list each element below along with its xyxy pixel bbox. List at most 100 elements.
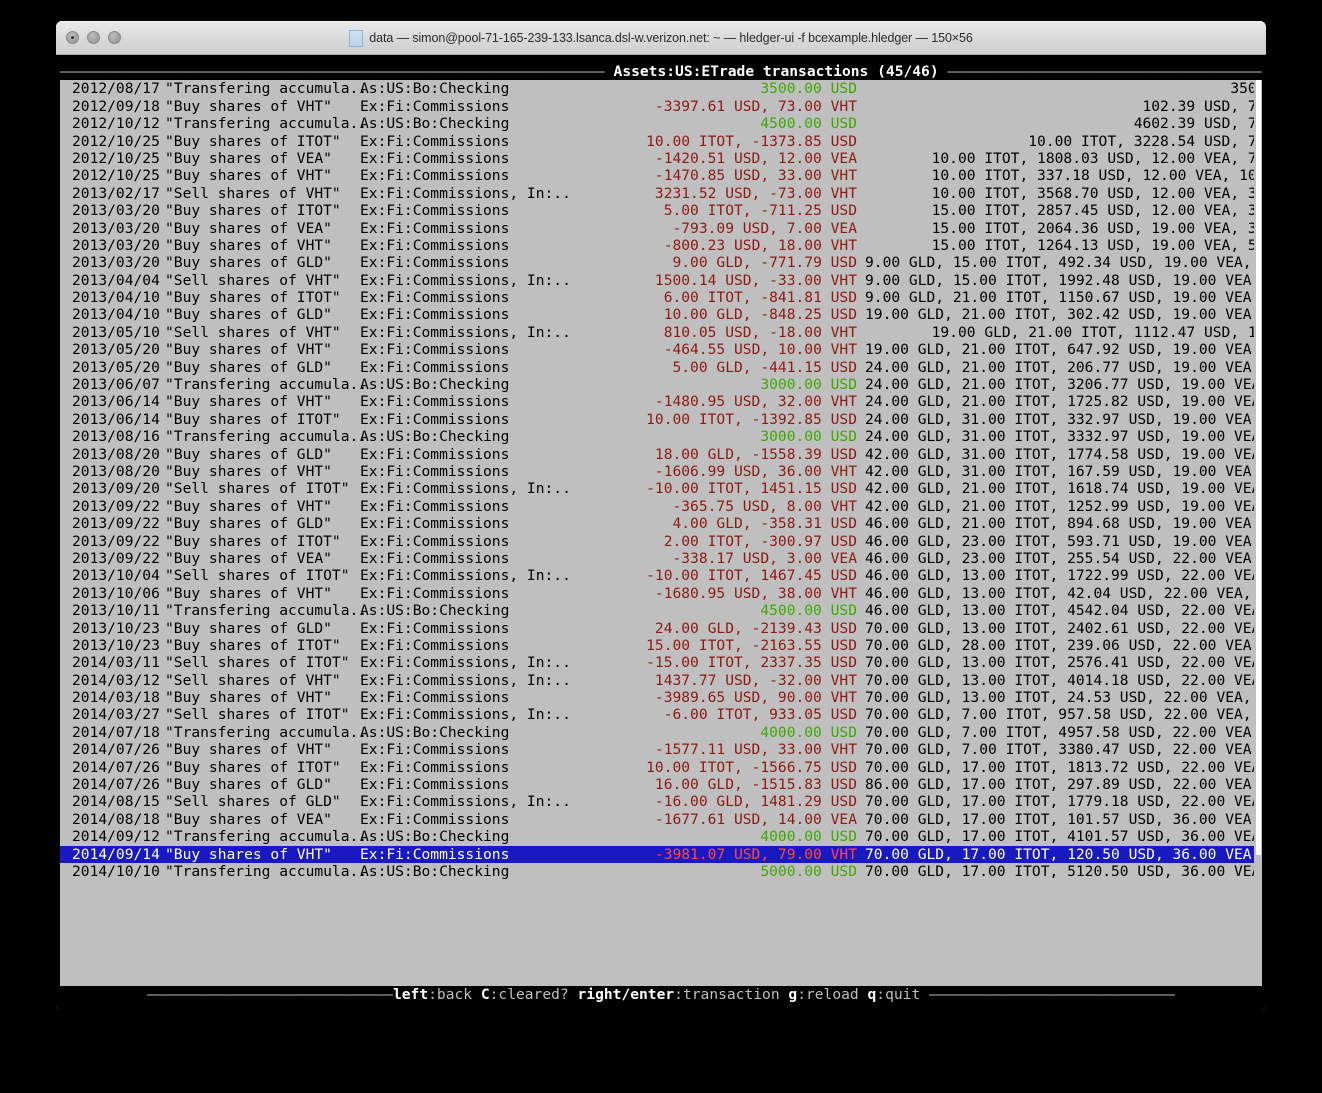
transaction-description: "Buy shares of VHT" (165, 497, 332, 515)
transaction-row[interactable]: 2014/07/18 "Transfering accumula..As:US:B… (60, 724, 1254, 741)
transaction-amount: -464.55 USD, 10.00 VHT (663, 341, 857, 359)
transaction-row[interactable]: 2012/10/25 "Buy shares of VEA" Ex:Fi:Commi… (60, 150, 1254, 167)
transaction-date: 2013/05/20 (72, 358, 160, 376)
transaction-row[interactable]: 2013/03/20 "Buy shares of VEA" Ex:Fi:Commi… (60, 220, 1254, 237)
transaction-account: Ex:Fi:Commissions (360, 497, 510, 515)
transaction-date: 2013/09/22 (72, 549, 160, 567)
transaction-balance: 70.00 GLD, 17.00 ITOT, 120.50 USD, 36.00… (865, 845, 1254, 863)
transaction-balance: 15.00 ITOT, 2857.45 USD, 12.00 VEA, 33.0… (931, 202, 1254, 220)
zoom-button[interactable] (108, 31, 121, 44)
transaction-row[interactable]: 2014/03/18 "Buy shares of VHT" Ex:Fi:Commi… (60, 689, 1254, 706)
transaction-account: As:US:Bo:Checking (360, 828, 510, 846)
transaction-row[interactable]: 2013/09/22 "Buy shares of ITOT" Ex:Fi:Comm… (60, 533, 1254, 550)
transaction-row[interactable]: 2013/10/23 "Buy shares of ITOT" Ex:Fi:Comm… (60, 637, 1254, 654)
transaction-row[interactable]: 2012/10/25 "Buy shares of VHT" Ex:Fi:Commi… (60, 167, 1254, 184)
transaction-row[interactable]: 2013/02/17 "Sell shares of VHT" Ex:Fi:Comm… (60, 185, 1254, 202)
transaction-balance: 102.39 USD, 73.00 VHT (1142, 97, 1254, 115)
transaction-row[interactable]: 2014/10/10 "Transfering accumula..As:US:B… (60, 863, 1254, 880)
transaction-amount: 18.00 GLD, -1558.39 USD (654, 445, 857, 463)
transaction-list[interactable]: 2012/08/17 "Transfering accumula..As:US:B… (60, 80, 1254, 985)
transaction-row[interactable]: 2012/09/18 "Buy shares of VHT" Ex:Fi:Commi… (60, 98, 1254, 115)
transaction-row-selected[interactable]: 2014/09/14 "Buy shares of VHT" Ex:Fi:Commi… (60, 845, 1254, 863)
transaction-account: Ex:Fi:Commissions (360, 776, 510, 794)
transaction-date: 2012/10/12 (72, 115, 160, 133)
transaction-row[interactable]: 2014/07/26 "Buy shares of VHT" Ex:Fi:Commi… (60, 741, 1254, 758)
transaction-amount: 5.00 ITOT, -711.25 USD (663, 202, 857, 220)
transaction-description: "Buy shares of VEA" (165, 549, 332, 567)
minimize-button[interactable] (87, 31, 100, 44)
window-titlebar[interactable]: data — simon@pool-71-165-239-133.lsanca.… (56, 21, 1266, 55)
transaction-amount: 4500.00 USD (760, 602, 857, 620)
hledger-status-bar: ————————————————————————————left:back C:… (60, 985, 1262, 1003)
transaction-balance: 70.00 GLD, 17.00 ITOT, 5120.50 USD, 36.0… (865, 862, 1254, 880)
window-controls[interactable] (66, 31, 121, 44)
transaction-row[interactable]: 2013/03/20 "Buy shares of VHT" Ex:Fi:Commi… (60, 237, 1254, 254)
status-key: g (788, 985, 798, 1003)
transaction-row[interactable]: 2013/04/04 "Sell shares of VHT" Ex:Fi:Comm… (60, 272, 1254, 289)
transaction-account: Ex:Fi:Commissions (360, 689, 510, 707)
transaction-row[interactable]: 2013/09/22 "Buy shares of VEA" Ex:Fi:Commi… (60, 550, 1254, 567)
transaction-row[interactable]: 2013/10/06 "Buy shares of VHT" Ex:Fi:Commi… (60, 585, 1254, 602)
transaction-description: "Buy shares of VEA" (165, 810, 332, 828)
transaction-description: "Transfering accumula.. (165, 862, 368, 880)
status-right-rule: ———————————————————————————— (929, 985, 1176, 1003)
transaction-description: "Buy shares of VHT" (165, 689, 332, 707)
transaction-row[interactable]: 2014/03/27 "Sell shares of ITOT" Ex:Fi:Com… (60, 706, 1254, 723)
transaction-row[interactable]: 2014/07/26 "Buy shares of ITOT" Ex:Fi:Comm… (60, 759, 1254, 776)
vertical-scrollbar[interactable] (1254, 80, 1262, 986)
scrollbar-thumb[interactable] (1256, 80, 1261, 856)
transaction-row[interactable]: 2013/06/07 "Transfering accumula..As:US:B… (60, 376, 1254, 393)
transaction-amount: 3000.00 USD (760, 428, 857, 446)
transaction-balance: 70.00 GLD, 17.00 ITOT, 4101.57 USD, 36.0… (865, 828, 1254, 846)
transaction-row[interactable]: 2012/10/25 "Buy shares of ITOT" Ex:Fi:Comm… (60, 133, 1254, 150)
status-key: q (867, 985, 877, 1003)
transaction-row[interactable]: 2013/04/10 "Buy shares of GLD" Ex:Fi:Commi… (60, 306, 1254, 323)
transaction-balance: 42.00 GLD, 31.00 ITOT, 1774.58 USD, 19.0… (865, 445, 1254, 463)
hledger-header-bar: ————————————————————————————————————————… (60, 63, 1262, 81)
close-button[interactable] (66, 31, 79, 44)
transaction-balance: 70.00 GLD, 17.00 ITOT, 101.57 USD, 36.00… (865, 810, 1254, 828)
transaction-amount: 24.00 GLD, -2139.43 USD (654, 619, 857, 637)
transaction-balance: 24.00 GLD, 21.00 ITOT, 206.77 USD, 19.00… (865, 358, 1254, 376)
transaction-row[interactable]: 2013/08/20 "Buy shares of GLD" Ex:Fi:Commi… (60, 446, 1254, 463)
transaction-balance: 70.00 GLD, 13.00 ITOT, 24.53 USD, 22.00 … (865, 689, 1252, 707)
status-action: :back (428, 985, 481, 1003)
transaction-row[interactable]: 2013/09/22 "Buy shares of VHT" Ex:Fi:Commi… (60, 498, 1254, 515)
transaction-account: Ex:Fi:Commissions (360, 636, 510, 654)
transaction-row[interactable]: 2013/06/14 "Buy shares of ITOT" Ex:Fi:Comm… (60, 411, 1254, 428)
transaction-row[interactable]: 2014/09/12 "Transfering accumula..As:US:B… (60, 828, 1254, 845)
transaction-row[interactable]: 2013/10/04 "Sell shares of ITOT" Ex:Fi:Com… (60, 567, 1254, 584)
transaction-row[interactable]: 2013/04/10 "Buy shares of ITOT" Ex:Fi:Comm… (60, 289, 1254, 306)
transaction-amount: 3500.00 USD (760, 80, 857, 98)
transaction-date: 2013/04/10 (72, 289, 160, 307)
transaction-row[interactable]: 2014/08/18 "Buy shares of VEA" Ex:Fi:Commi… (60, 811, 1254, 828)
transaction-row[interactable]: 2013/09/20 "Sell shares of ITOT" Ex:Fi:Com… (60, 480, 1254, 497)
transaction-row[interactable]: 2013/06/14 "Buy shares of VHT" Ex:Fi:Commi… (60, 393, 1254, 410)
transaction-row[interactable]: 2013/03/20 "Buy shares of ITOT" Ex:Fi:Comm… (60, 202, 1254, 219)
transaction-row[interactable]: 2013/10/23 "Buy shares of GLD" Ex:Fi:Commi… (60, 620, 1254, 637)
transaction-amount: 6.00 ITOT, -841.81 USD (663, 289, 857, 307)
transaction-balance: 10.00 ITOT, 1808.03 USD, 12.00 VEA, 73.0… (931, 149, 1254, 167)
transaction-row[interactable]: 2013/03/20 "Buy shares of GLD" Ex:Fi:Commi… (60, 254, 1254, 271)
transaction-row[interactable]: 2013/10/11 "Transfering accumula..As:US:B… (60, 602, 1254, 619)
transaction-row[interactable]: 2013/08/16 "Transfering accumula..As:US:B… (60, 428, 1254, 445)
transaction-description: "Buy shares of VHT" (165, 741, 332, 759)
transaction-row[interactable]: 2013/05/10 "Sell shares of VHT" Ex:Fi:Comm… (60, 324, 1254, 341)
transaction-row[interactable]: 2013/05/20 "Buy shares of GLD" Ex:Fi:Commi… (60, 359, 1254, 376)
transaction-row[interactable]: 2013/08/20 "Buy shares of VHT" Ex:Fi:Commi… (60, 463, 1254, 480)
transaction-balance: 70.00 GLD, 7.00 ITOT, 957.58 USD, 22.00 … (865, 706, 1252, 724)
transaction-row[interactable]: 2014/03/11 "Sell shares of ITOT" Ex:Fi:Com… (60, 654, 1254, 671)
transaction-row[interactable]: 2014/08/15 "Sell shares of GLD" Ex:Fi:Comm… (60, 793, 1254, 810)
transaction-row[interactable]: 2012/08/17 "Transfering accumula..As:US:B… (60, 80, 1254, 97)
status-action: :cleared? (489, 985, 578, 1003)
transaction-account: As:US:Bo:Checking (360, 80, 510, 98)
transaction-account: Ex:Fi:Commissions (360, 549, 510, 567)
transaction-row[interactable]: 2013/05/20 "Buy shares of VHT" Ex:Fi:Commi… (60, 341, 1254, 358)
transaction-row[interactable]: 2014/03/12 "Sell shares of VHT" Ex:Fi:Comm… (60, 672, 1254, 689)
transaction-date: 2013/08/20 (72, 462, 160, 480)
transaction-row[interactable]: 2014/07/26 "Buy shares of GLD" Ex:Fi:Commi… (60, 776, 1254, 793)
transaction-row[interactable]: 2012/10/12 "Transfering accumula..As:US:B… (60, 115, 1254, 132)
transaction-amount: 4.00 GLD, -358.31 USD (672, 515, 857, 533)
status-left-rule: ———————————————————————————— (146, 985, 393, 1003)
transaction-row[interactable]: 2013/09/22 "Buy shares of GLD" Ex:Fi:Commi… (60, 515, 1254, 532)
